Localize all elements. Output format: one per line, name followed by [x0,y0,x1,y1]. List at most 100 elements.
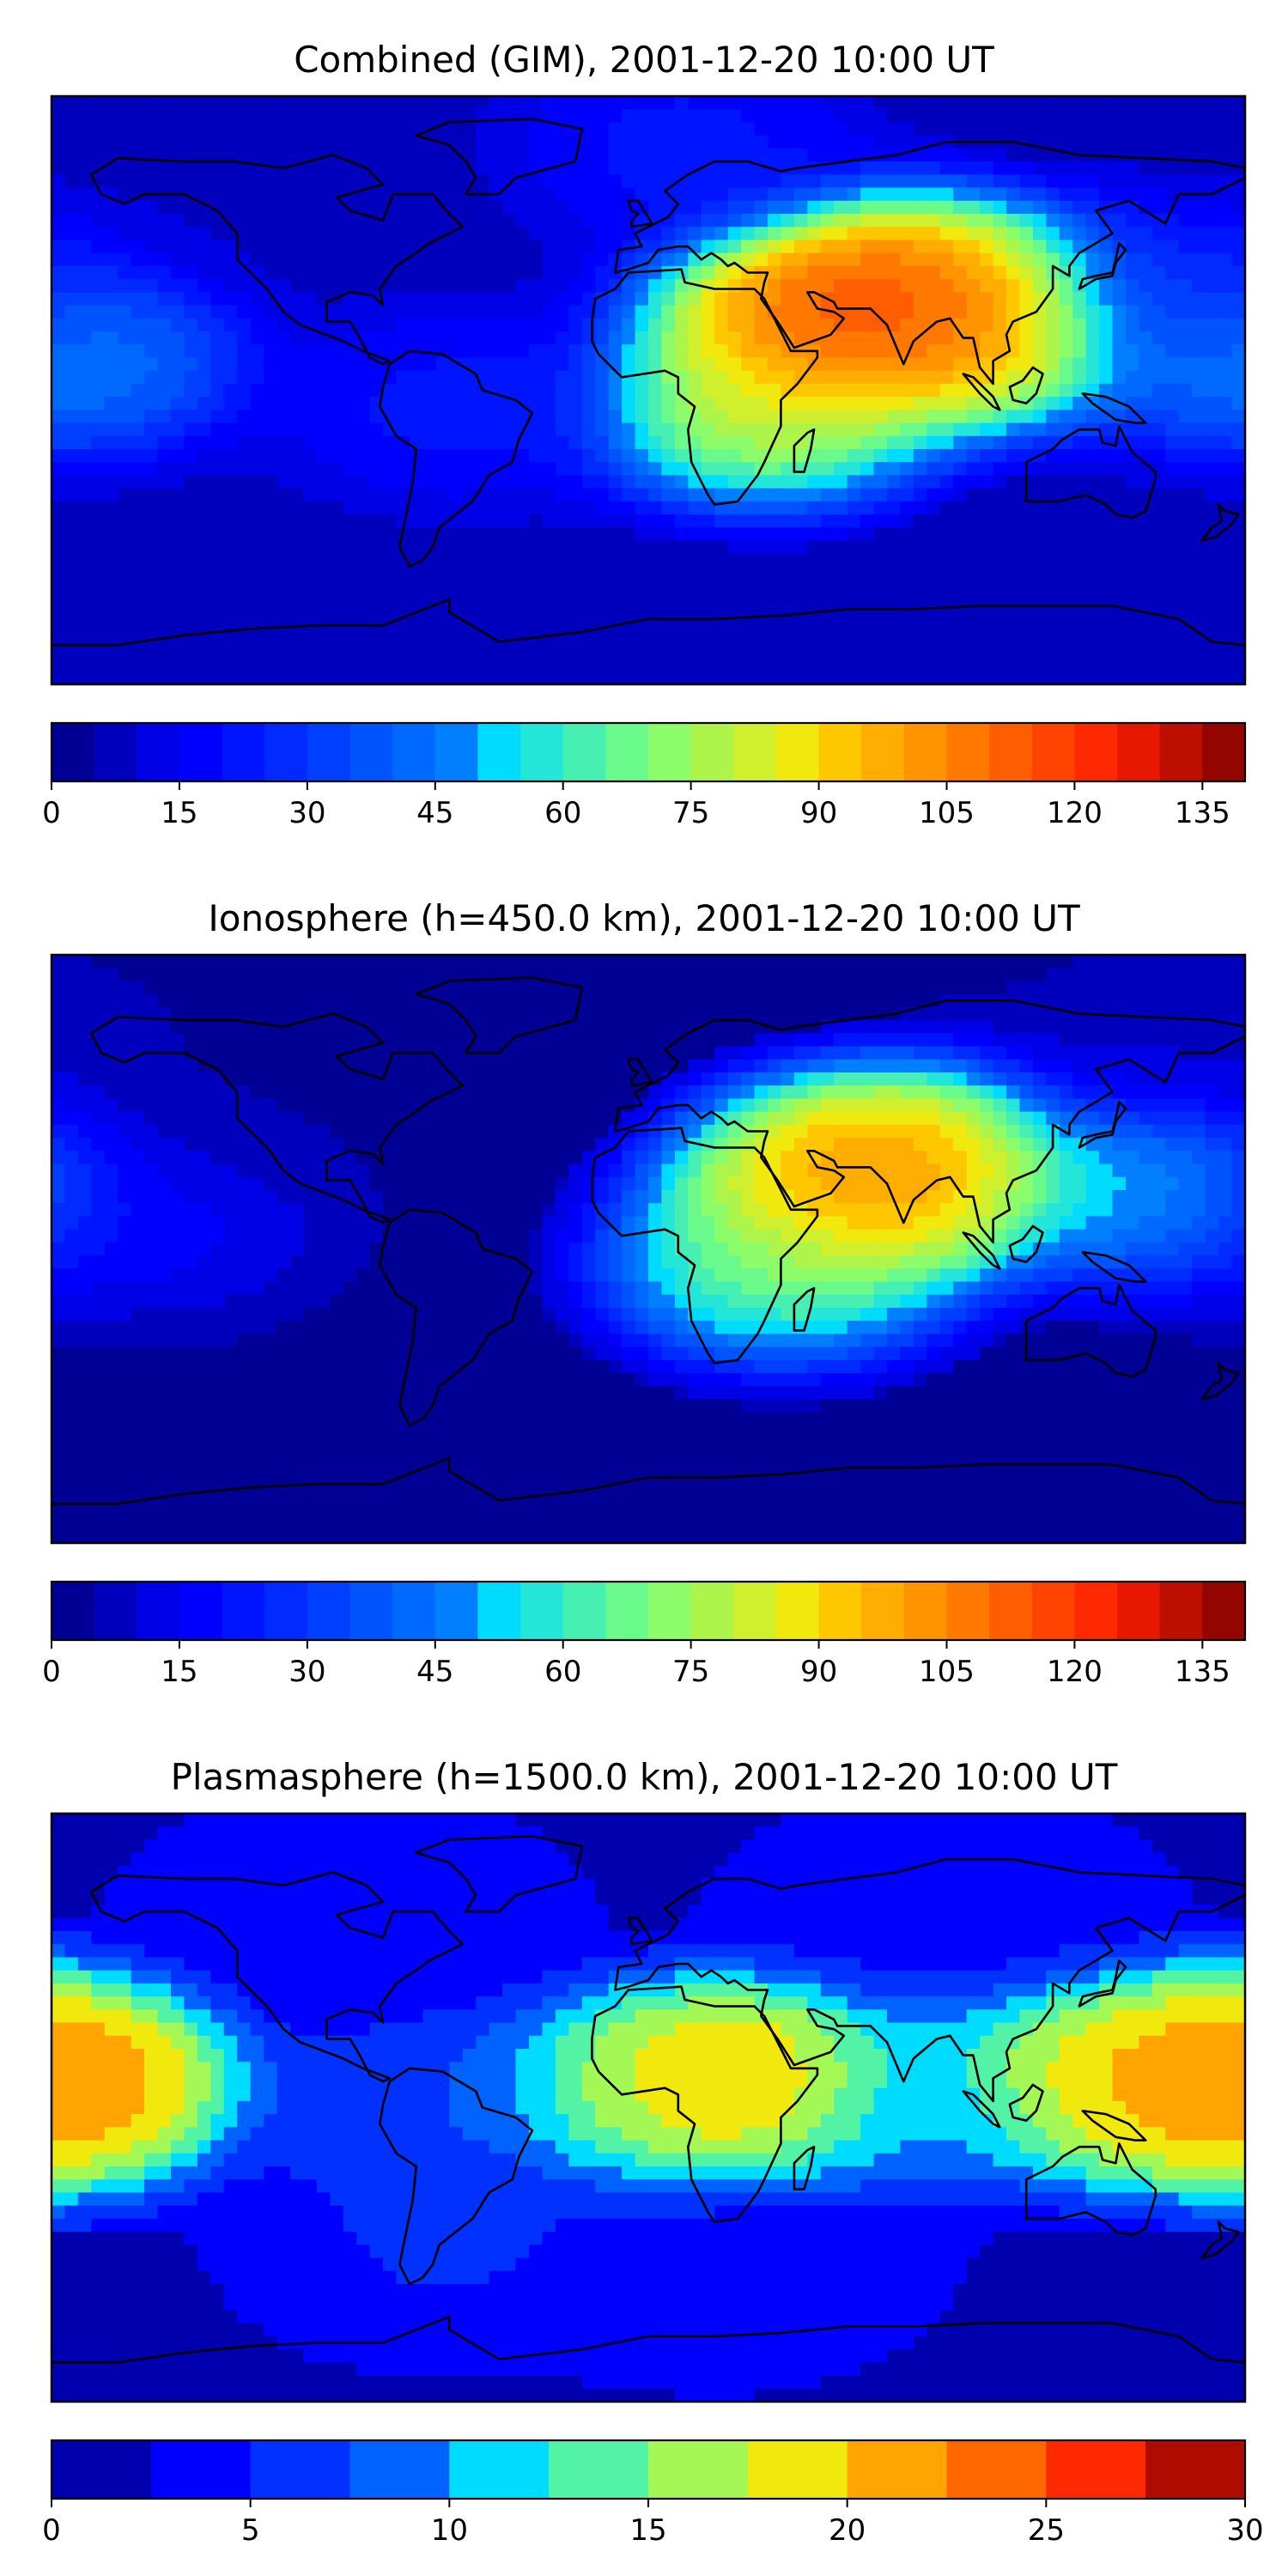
heatmap-cell [1059,592,1073,607]
heatmap-cell [316,410,331,424]
heatmap-cell [290,1006,305,1021]
heatmap-cell [820,1059,835,1073]
heatmap-cell [727,1033,742,1048]
heatmap-cell [144,397,159,410]
heatmap-cell [449,1059,464,1073]
heatmap-cell [1085,592,1100,607]
heatmap-cell [768,227,782,241]
heatmap-cell [1192,514,1206,528]
heatmap-cell [276,410,291,424]
heatmap-cell [91,370,106,385]
heatmap-cell [1178,488,1193,502]
heatmap-cell [1218,331,1233,345]
heatmap-cell [953,540,968,555]
colorbar-segment [861,723,905,781]
heatmap-cell [1151,605,1166,620]
heatmap-cell [939,422,954,437]
heatmap-cell [887,135,902,149]
heatmap-cell [913,148,927,162]
heatmap-cell [674,632,689,646]
heatmap-cell [64,1046,79,1060]
heatmap-cell [688,501,702,515]
heatmap-cell [966,514,981,528]
heatmap-cell [793,580,808,594]
heatmap-cell [476,318,490,332]
heatmap-cell [157,618,172,633]
heatmap-cell [555,671,569,684]
heatmap-cell [834,514,848,528]
coastline-japan [1078,241,1127,290]
heatmap-cell [157,514,172,528]
heatmap-cell [52,645,66,659]
heatmap-cell [396,161,410,175]
heatmap-cell [290,187,305,202]
heatmap-cell [303,501,318,515]
heatmap-cell [449,645,464,659]
heatmap-cell [1085,462,1100,477]
heatmap-cell [807,214,822,228]
heatmap-cell [529,592,544,607]
heatmap-cell [581,671,596,684]
heatmap-cell [581,292,596,307]
heatmap-cell [131,605,145,620]
heatmap-cell [1231,1059,1245,1073]
heatmap-cell [462,553,477,568]
heatmap-cell [52,383,66,398]
heatmap-cell [383,605,398,620]
heatmap-cell [648,240,663,254]
heatmap-cell [688,981,702,995]
heatmap-cell [184,200,198,215]
heatmap-cell [515,344,530,359]
heatmap-cell [157,580,172,594]
heatmap-cell [741,148,756,162]
heatmap-cell [1231,410,1245,424]
heatmap-cell [768,645,782,659]
heatmap-cell [144,527,159,542]
heatmap-cell [927,658,941,672]
heatmap-cell [595,1020,610,1034]
heatmap-cell [171,527,185,542]
heatmap-cell [396,331,410,345]
heatmap-cell [1059,96,1073,110]
heatmap-cell [1032,1059,1047,1073]
heatmap-cell [847,305,861,319]
heatmap-cell [661,383,676,398]
heatmap-cell [608,1033,623,1048]
heatmap-cell [197,580,211,594]
heatmap-cell [648,305,663,319]
heatmap-cell [793,292,808,307]
heatmap-cell [1218,383,1233,398]
heatmap-cell [701,645,715,659]
heatmap-cell [714,187,729,202]
heatmap-cell [1151,1020,1166,1034]
heatmap-cell [1032,148,1047,162]
heatmap-cell [276,462,291,477]
heatmap-cell [303,148,318,162]
heatmap-cell [91,658,106,672]
heatmap-cell [781,252,795,267]
heatmap-cell [131,200,145,215]
heatmap-cell [104,618,118,633]
heatmap-cell [144,462,159,477]
heatmap-cell [754,501,769,515]
heatmap-cell [793,993,808,1008]
heatmap-cell [1006,279,1021,293]
heatmap-cell [1006,1046,1021,1060]
heatmap-cell [303,1033,318,1048]
heatmap-cell [913,553,927,568]
heatmap-cell [927,292,941,307]
heatmap-cell [383,968,398,982]
heatmap-cell [118,383,132,398]
heatmap-cell [64,671,79,684]
heatmap-cell [276,344,291,359]
heatmap-cell [1112,214,1127,228]
heatmap-cell [953,148,968,162]
heatmap-cell [966,200,981,215]
colorbar-segment [434,723,478,781]
heatmap-cell [953,292,968,307]
heatmap-cell [927,592,941,607]
heatmap-cell [793,645,808,659]
heatmap-cell [144,265,159,280]
heatmap-cell [396,968,410,982]
heatmap-cell [237,514,252,528]
